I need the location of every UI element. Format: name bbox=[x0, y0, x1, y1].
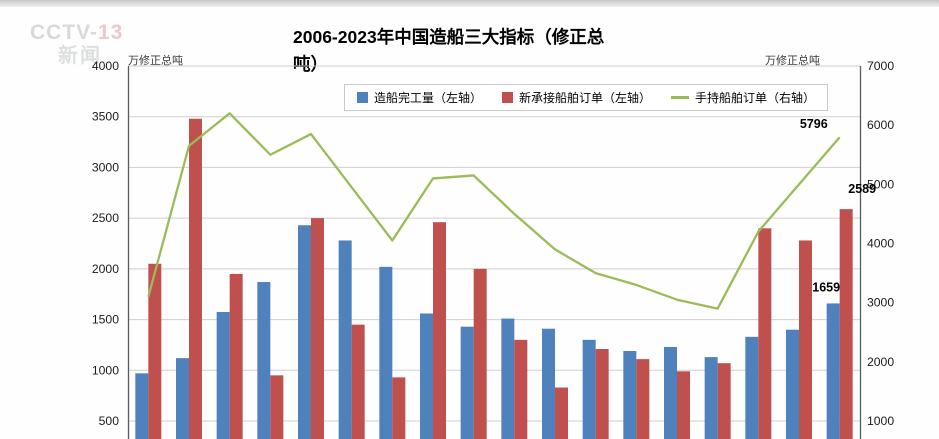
cctv-logo-brand: CCTV- bbox=[30, 21, 98, 44]
bar-completions-2012 bbox=[379, 266, 393, 439]
data-label-orders-on-hand: 5796 bbox=[800, 117, 828, 131]
left-axis-tick: 4000 bbox=[92, 59, 119, 73]
left-axis-tick: 500 bbox=[99, 414, 120, 428]
cctv-logo: CCTV-13 bbox=[30, 22, 123, 43]
bar-completions-2020 bbox=[704, 357, 718, 439]
bar-completions-2010 bbox=[298, 225, 311, 439]
data-label-new-orders: 2589 bbox=[848, 182, 876, 196]
bar-completions-2021 bbox=[745, 336, 759, 439]
legend-item-orders-on-hand: 手持船舶订单（右轴） bbox=[671, 89, 815, 106]
bar-new-orders-2021 bbox=[758, 228, 772, 439]
legend-label-completions: 造船完工量（左轴） bbox=[374, 91, 483, 105]
bar-new-orders-2009 bbox=[270, 375, 284, 439]
left-axis-tick: 3500 bbox=[92, 110, 119, 124]
bar-completions-2023 bbox=[826, 303, 840, 439]
chart-title-line1: 2006-2023年中国造船三大指标（修正总 bbox=[293, 27, 605, 47]
cctv-news-label: 新闻 bbox=[58, 45, 102, 67]
left-axis-unit-label: 万修正总吨 bbox=[128, 55, 183, 67]
bar-new-orders-2014 bbox=[473, 268, 487, 439]
right-axis-tick: 2000 bbox=[867, 355, 894, 369]
bar-new-orders-2022 bbox=[799, 240, 812, 439]
left-axis-tick: 2000 bbox=[92, 262, 119, 276]
completions-swatch-icon bbox=[357, 92, 368, 103]
chart-title: 2006-2023年中国造船三大指标（修正总 吨） bbox=[293, 24, 683, 78]
legend-item-completions: 造船完工量（左轴） bbox=[357, 89, 482, 106]
new-orders-swatch-icon bbox=[502, 92, 514, 103]
bar-new-orders-2010 bbox=[311, 218, 324, 439]
bar-new-orders-2023 bbox=[839, 209, 853, 439]
right-axis-tick: 7000 bbox=[867, 59, 894, 73]
legend-label-new-orders: 新承接船舶订单（左轴） bbox=[519, 91, 652, 105]
bar-new-orders-2007 bbox=[189, 118, 202, 439]
bar-completions-2006 bbox=[135, 373, 149, 439]
left-axis-tick: 3000 bbox=[92, 160, 119, 174]
bar-new-orders-2015 bbox=[514, 339, 528, 439]
right-axis-tick: 5000 bbox=[867, 177, 894, 191]
bar-completions-2016 bbox=[542, 328, 555, 439]
bar-completions-2014 bbox=[460, 326, 474, 439]
top-edge-strip bbox=[0, 0, 939, 7]
data-label-completions: 1659 bbox=[812, 280, 840, 294]
bar-completions-2019 bbox=[664, 346, 677, 439]
legend-label-orders-on-hand: 手持船舶订单（右轴） bbox=[695, 91, 816, 105]
cctv-channel-number: 13 bbox=[98, 21, 124, 44]
right-axis-tick: 3000 bbox=[867, 296, 894, 310]
bar-new-orders-2018 bbox=[636, 359, 650, 439]
chart-title-line2: 吨） bbox=[293, 54, 328, 74]
bar-new-orders-2011 bbox=[351, 324, 365, 439]
bar-new-orders-2019 bbox=[677, 371, 690, 439]
left-axis-tick: 1000 bbox=[92, 363, 119, 377]
bar-new-orders-2012 bbox=[392, 377, 406, 439]
bar-new-orders-2017 bbox=[595, 348, 609, 439]
legend: 造船完工量（左轴） 新承接船舶订单（左轴） 手持船舶订单（右轴） bbox=[344, 84, 829, 111]
bar-completions-2008 bbox=[216, 311, 230, 439]
bar-new-orders-2020 bbox=[717, 363, 731, 439]
bar-new-orders-2006 bbox=[148, 263, 162, 439]
line-orders-on-hand bbox=[147, 112, 841, 310]
bar-completions-2017 bbox=[582, 339, 596, 439]
bar-completions-2013 bbox=[420, 313, 433, 439]
right-axis-tick: 6000 bbox=[867, 118, 894, 132]
bar-completions-2018 bbox=[623, 351, 637, 439]
right-axis-tick: 4000 bbox=[867, 237, 894, 251]
left-axis-tick: 2500 bbox=[92, 211, 119, 225]
bar-completions-2011 bbox=[338, 240, 352, 439]
bar-completions-2022 bbox=[786, 329, 799, 439]
bar-completions-2007 bbox=[176, 358, 189, 439]
right-axis-tick: 1000 bbox=[867, 414, 894, 428]
bar-new-orders-2016 bbox=[555, 387, 568, 439]
legend-item-new-orders: 新承接船舶订单（左轴） bbox=[502, 89, 651, 106]
bar-completions-2009 bbox=[257, 282, 271, 439]
bar-completions-2015 bbox=[501, 318, 515, 439]
bar-new-orders-2008 bbox=[229, 273, 243, 439]
cctv-watermark: CCTV-13 新闻 bbox=[30, 22, 123, 66]
left-axis-tick: 1500 bbox=[92, 313, 119, 327]
right-axis-unit-label: 万修正总吨 bbox=[765, 55, 820, 67]
orders-on-hand-swatch-icon bbox=[671, 96, 690, 99]
bar-new-orders-2013 bbox=[433, 222, 446, 439]
